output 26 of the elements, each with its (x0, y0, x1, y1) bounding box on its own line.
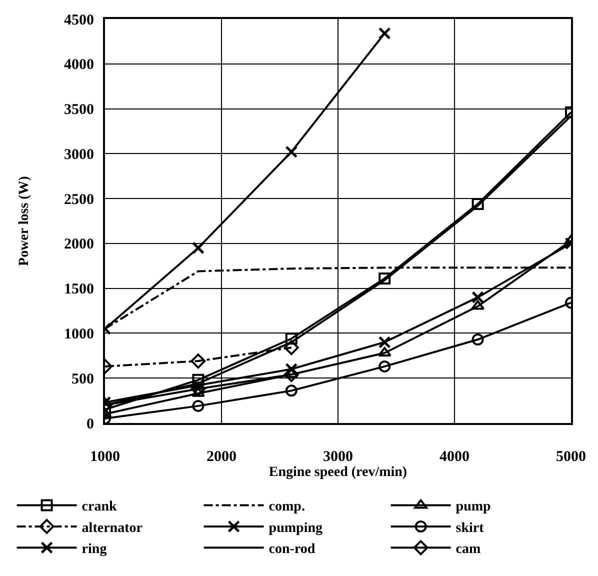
y-tick-label: 4500 (64, 12, 94, 28)
x-tick-label: 3000 (323, 449, 353, 465)
y-axis-title: Power loss (W) (17, 176, 32, 266)
x-tick-label: 5000 (556, 449, 586, 465)
y-tick-label: 2500 (64, 192, 94, 208)
y-tick-label: 1000 (64, 326, 94, 342)
y-tick-label: 2000 (64, 236, 94, 253)
legend-label: ring (82, 542, 107, 558)
legend-label: comp. (268, 500, 305, 515)
legend-label: con-rod (268, 542, 316, 558)
legend-label: cam (456, 542, 482, 558)
legend-label: pump (456, 500, 492, 515)
y-tick-label: 3000 (64, 146, 94, 163)
legend-label: skirt (456, 520, 484, 536)
y-tick-label: 0 (86, 416, 94, 432)
legend-label: crank (82, 500, 118, 515)
y-tick-label: 4000 (64, 57, 94, 74)
y-tick-label: 500 (72, 371, 94, 388)
x-axis-title: Engine speed (rev/min) (268, 465, 408, 480)
y-tick-label: 3500 (64, 102, 94, 118)
legend-label: pumping (268, 520, 323, 536)
x-tick-label: 1000 (90, 449, 120, 465)
y-tick-label: 1500 (64, 282, 94, 298)
legend-label: alternator (82, 520, 142, 536)
x-tick-label: 2000 (206, 449, 236, 465)
x-tick-label: 4000 (440, 449, 470, 465)
